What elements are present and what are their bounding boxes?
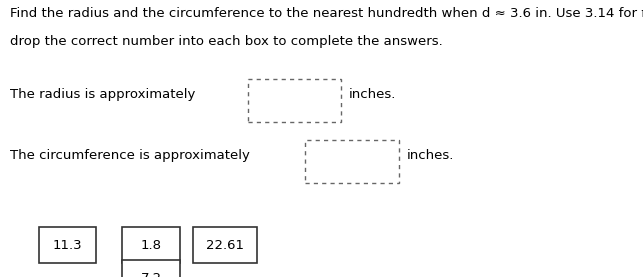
FancyBboxPatch shape xyxy=(248,79,341,122)
FancyBboxPatch shape xyxy=(39,227,96,263)
Text: 7.2: 7.2 xyxy=(141,272,161,277)
FancyBboxPatch shape xyxy=(122,260,180,277)
FancyBboxPatch shape xyxy=(122,227,180,263)
Text: 22.61: 22.61 xyxy=(206,239,244,252)
FancyBboxPatch shape xyxy=(193,227,257,263)
Text: 1.8: 1.8 xyxy=(141,239,161,252)
Text: inches.: inches. xyxy=(349,88,396,101)
Text: The circumference is approximately: The circumference is approximately xyxy=(10,149,249,161)
Text: 11.3: 11.3 xyxy=(53,239,82,252)
Text: The radius is approximately: The radius is approximately xyxy=(10,88,195,101)
FancyBboxPatch shape xyxy=(305,140,399,183)
Text: drop the correct number into each box to complete the answers.: drop the correct number into each box to… xyxy=(10,35,442,48)
Text: Find the radius and the circumference to the nearest hundredth when d ≈ 3.6 in. : Find the radius and the circumference to… xyxy=(10,7,643,20)
Text: inches.: inches. xyxy=(406,149,454,161)
